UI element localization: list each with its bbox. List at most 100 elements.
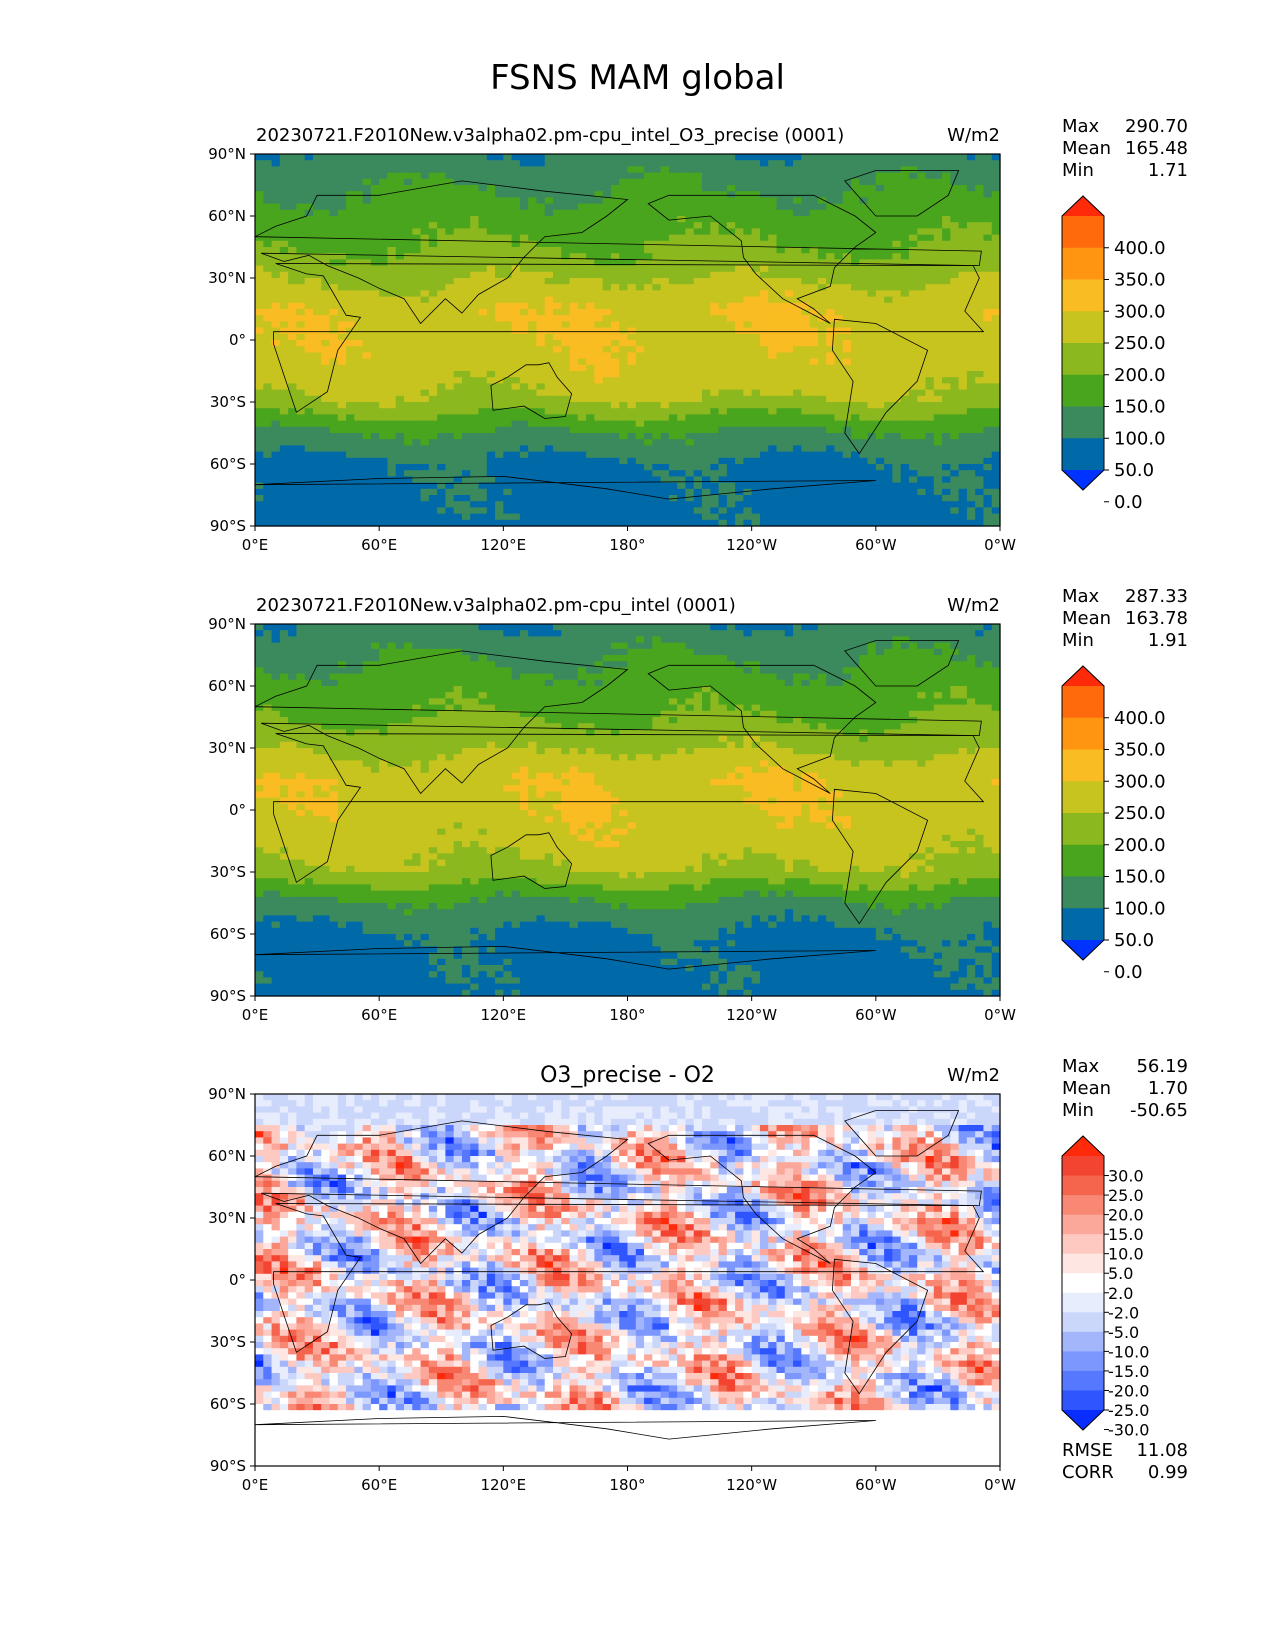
map-cell	[644, 247, 653, 254]
map-cell	[569, 321, 579, 329]
map-cell	[768, 222, 778, 229]
map-cell	[784, 420, 794, 428]
map-cell	[304, 240, 314, 248]
map-cell	[346, 371, 355, 378]
map-cell	[892, 172, 902, 180]
map-cell	[942, 284, 951, 291]
map-cell	[420, 259, 430, 267]
map-cell	[395, 464, 405, 471]
map-cell	[801, 346, 811, 353]
map-cell	[942, 278, 951, 285]
map-cell	[519, 488, 529, 496]
map-cell	[908, 346, 918, 353]
map-cell	[958, 209, 968, 217]
map-cell	[635, 346, 645, 353]
map-cell	[271, 333, 281, 341]
map-cell	[834, 364, 844, 372]
map-cell	[370, 216, 380, 223]
map-cell	[304, 166, 314, 174]
map-cell	[461, 488, 471, 496]
map-cell	[743, 191, 753, 198]
map-cell	[851, 408, 860, 415]
map-cell	[437, 271, 446, 279]
map-cell	[420, 228, 430, 236]
map-cell	[370, 352, 380, 360]
map-cell	[726, 482, 736, 490]
map-cell	[958, 470, 968, 477]
map-cell	[437, 309, 446, 316]
map-cell	[519, 302, 529, 310]
map-cell	[561, 476, 571, 484]
map-cell	[834, 203, 844, 211]
map-cell	[743, 333, 753, 341]
map-cell	[445, 315, 455, 322]
map-cell	[602, 389, 612, 397]
map-cell	[420, 476, 430, 484]
map-cell	[445, 222, 455, 229]
map-cell	[279, 253, 289, 260]
map-cell	[528, 464, 538, 471]
map-cell	[461, 408, 471, 415]
map-cell	[817, 340, 827, 347]
map-cell	[586, 216, 595, 223]
map-cell	[577, 414, 587, 422]
map-cell	[420, 234, 430, 242]
map-cell	[859, 197, 869, 205]
map-cell	[453, 333, 463, 341]
map-cell	[503, 315, 513, 322]
map-cell	[817, 247, 827, 254]
map-cell	[561, 414, 571, 422]
map-cell	[793, 464, 802, 471]
map-cell	[759, 476, 769, 484]
map-cell	[867, 414, 877, 422]
map-cell	[875, 402, 885, 409]
map-cell	[900, 315, 910, 322]
map-cell	[445, 203, 455, 211]
map-cell	[652, 451, 662, 459]
map-cell	[379, 160, 389, 167]
map-cell	[519, 197, 529, 205]
map-cell	[470, 371, 480, 378]
map-cell	[610, 253, 620, 260]
map-cell	[387, 495, 397, 502]
map-cell	[586, 185, 595, 192]
map-cell	[851, 240, 860, 248]
map-cell	[900, 451, 910, 459]
map-cell	[784, 222, 794, 229]
map-cell	[685, 203, 695, 211]
map-cell	[908, 222, 918, 229]
map-cell	[751, 278, 761, 285]
map-cell	[809, 278, 819, 285]
map-cell	[553, 476, 562, 484]
map-cell	[312, 371, 322, 378]
map-cell	[908, 476, 918, 484]
map-cell	[354, 160, 364, 167]
map-cell	[561, 278, 571, 285]
map-cell	[677, 457, 687, 465]
map-cell	[768, 414, 778, 422]
map-cell	[362, 420, 372, 428]
map-cell	[362, 470, 372, 477]
map-cell	[900, 470, 910, 477]
map-cell	[917, 222, 927, 229]
map-cell	[966, 309, 976, 316]
map-cell	[842, 290, 852, 298]
map-cell	[975, 185, 985, 192]
map-cell	[271, 488, 281, 496]
map-cell	[495, 433, 504, 440]
map-cell	[255, 315, 264, 322]
map-cell	[486, 333, 496, 341]
map-cell	[983, 470, 993, 477]
map-cell	[677, 433, 687, 440]
map-cell	[652, 290, 662, 298]
map-cell	[966, 228, 976, 236]
map-cell	[304, 222, 314, 229]
map-cell	[751, 476, 761, 484]
map-cell	[586, 346, 595, 353]
map-cell	[851, 185, 860, 192]
map-cell	[693, 476, 703, 484]
map-cell	[726, 191, 736, 198]
map-cell	[453, 495, 463, 502]
map-cell	[635, 408, 645, 415]
map-cell	[776, 309, 786, 316]
